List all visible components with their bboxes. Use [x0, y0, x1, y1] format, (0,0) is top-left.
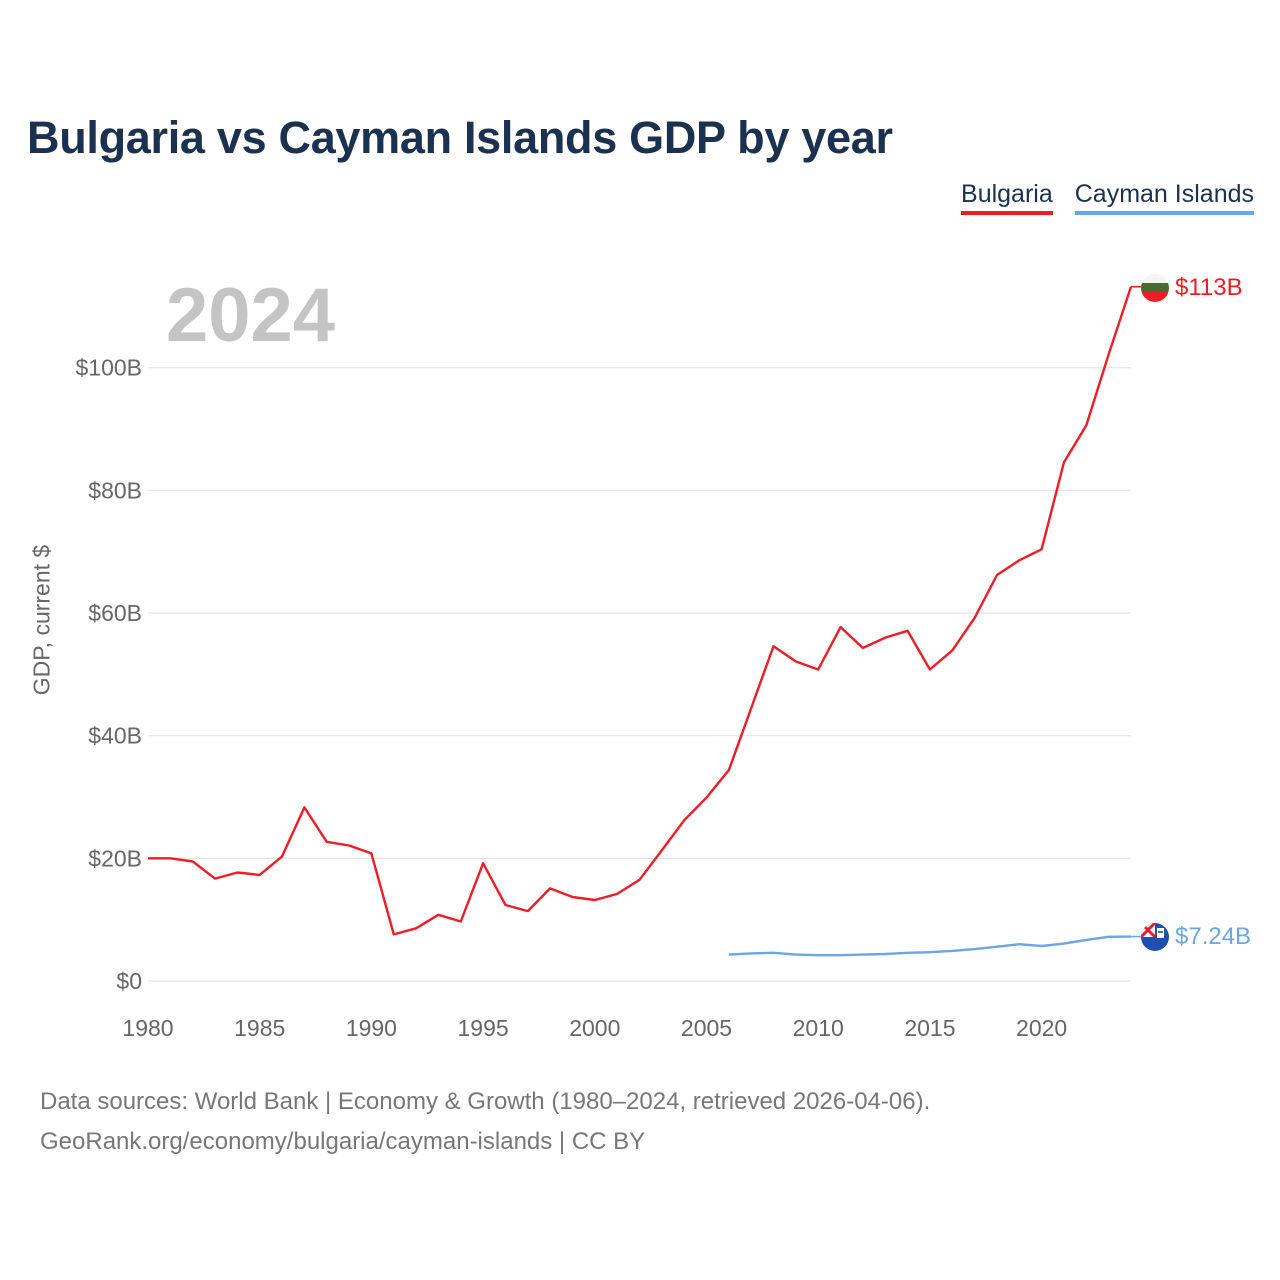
data-point: [482, 862, 484, 864]
data-point: [951, 649, 953, 651]
y-tick-label: $40B: [88, 723, 142, 749]
data-point: [884, 636, 886, 638]
data-point: [906, 952, 908, 954]
data-point: [1018, 943, 1020, 945]
cayman-islands-end-label: $7.24B: [1175, 923, 1251, 950]
y-tick-label: $60B: [88, 600, 142, 626]
x-tick-label: 1995: [458, 1015, 509, 1041]
data-point: [1107, 936, 1109, 938]
y-tick-label: $100B: [75, 355, 142, 381]
data-point: [772, 645, 774, 647]
data-point: [527, 910, 529, 912]
data-point: [594, 899, 596, 901]
data-point: [996, 574, 998, 576]
data-sources: Data sources: World Bank | Economy & Gro…: [40, 1082, 930, 1162]
data-point: [191, 860, 193, 862]
data-point: [839, 954, 841, 956]
data-point: [817, 954, 819, 956]
attribution-link[interactable]: GeoRank.org/economy/bulgaria/cayman-isla…: [40, 1128, 646, 1155]
data-point: [616, 893, 618, 895]
data-point: [571, 896, 573, 898]
current-year-label: 2024: [166, 273, 336, 358]
data-point: [862, 953, 864, 955]
data-point: [259, 874, 261, 876]
data-point: [951, 950, 953, 952]
data-point: [1040, 945, 1042, 947]
data-point: [1018, 559, 1020, 561]
data-point: [705, 796, 707, 798]
chart-title: Bulgaria vs Cayman Islands GDP by year: [27, 112, 893, 163]
data-point: [750, 952, 752, 954]
data-point: [370, 852, 372, 854]
data-point: [348, 844, 350, 846]
data-point: [750, 707, 752, 709]
data-point: [460, 920, 462, 922]
x-tick-label: 2005: [681, 1015, 732, 1041]
series-line-cayman-islands: [728, 935, 1132, 957]
data-point: [549, 887, 551, 889]
bulgaria-end-label: $113B: [1175, 274, 1243, 301]
data-point: [728, 769, 730, 771]
x-tick-label: 2015: [904, 1015, 955, 1041]
data-point: [1107, 353, 1109, 355]
data-point: [728, 953, 730, 955]
y-tick-label: $80B: [88, 477, 142, 503]
data-point: [638, 879, 640, 881]
data-point: [1063, 942, 1065, 944]
data-point: [973, 617, 975, 619]
legend-item-bulgaria[interactable]: Bulgaria: [961, 180, 1053, 215]
legend: Bulgaria Cayman Islands: [961, 180, 1254, 215]
y-tick-label: $0: [116, 968, 142, 994]
x-tick-label: 2010: [793, 1015, 844, 1041]
data-point: [862, 647, 864, 649]
data-point: [929, 668, 931, 670]
y-tick-label: $20B: [88, 845, 142, 871]
x-tick-label: 2020: [1016, 1015, 1067, 1041]
data-point: [795, 660, 797, 662]
data-point: [281, 855, 283, 857]
data-point: [1085, 424, 1087, 426]
x-tick-label: 2000: [569, 1015, 620, 1041]
x-tick-label: 1990: [346, 1015, 397, 1041]
x-tick-label: 1980: [122, 1015, 173, 1041]
data-point: [839, 626, 841, 628]
data-point: [772, 952, 774, 954]
data-point: [1063, 461, 1065, 463]
sources-line: Data sources: World Bank | Economy & Gro…: [40, 1088, 931, 1115]
data-point: [795, 953, 797, 955]
data-point: [326, 841, 328, 843]
data-point: [929, 951, 931, 953]
data-point: [147, 857, 149, 859]
data-point: [437, 914, 439, 916]
data-point: [884, 953, 886, 955]
data-point: [1085, 939, 1087, 941]
cayman-islands-flag-icon: [1141, 923, 1169, 951]
data-point: [906, 630, 908, 632]
data-point: [1040, 548, 1042, 550]
legend-item-cayman-islands[interactable]: Cayman Islands: [1074, 180, 1254, 215]
bulgaria-flag-icon: [1141, 274, 1169, 302]
data-point: [236, 871, 238, 873]
data-point: [169, 857, 171, 859]
series-line-bulgaria: [148, 286, 1133, 936]
data-point: [393, 933, 395, 935]
data-point: [303, 806, 305, 808]
data-point: [415, 927, 417, 929]
data-point: [817, 668, 819, 670]
data-point: [661, 849, 663, 851]
data-point: [214, 877, 216, 879]
data-point: [973, 948, 975, 950]
data-point: [996, 945, 998, 947]
x-tick-label: 1985: [234, 1015, 285, 1041]
data-point: [683, 819, 685, 821]
data-point: [504, 904, 506, 906]
